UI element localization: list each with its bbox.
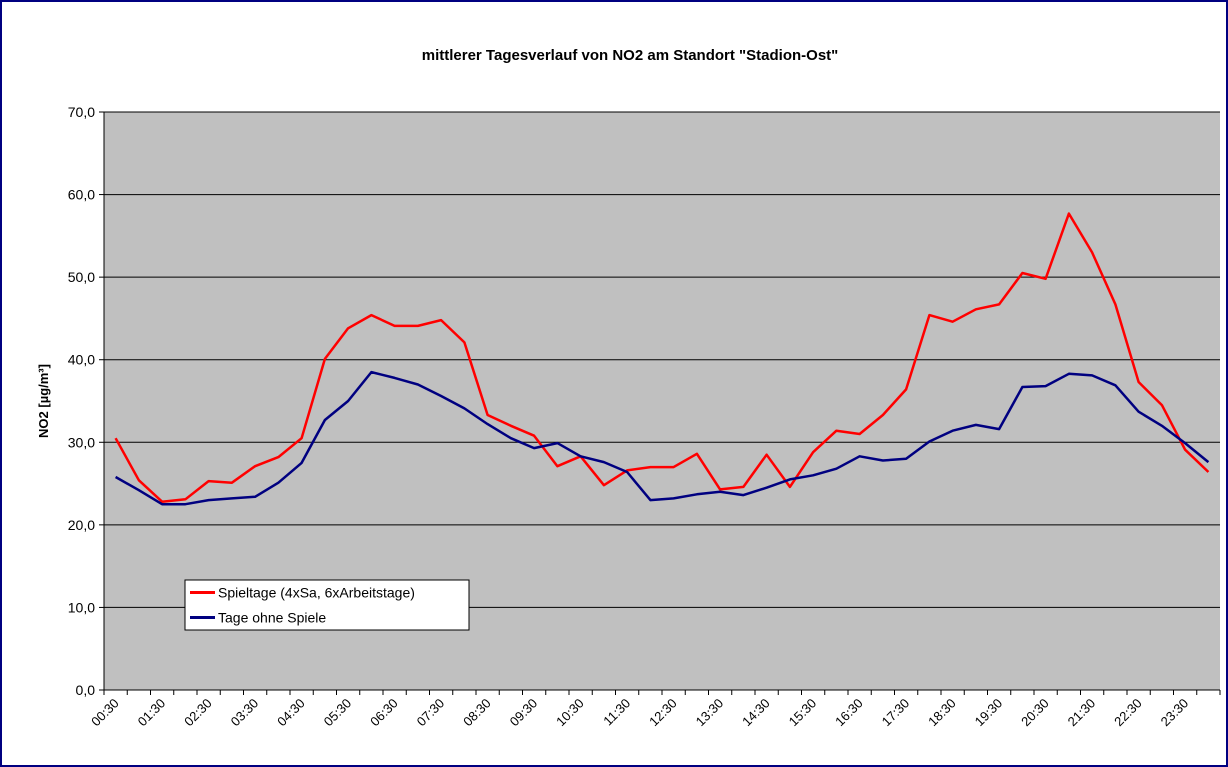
series-line [114, 212, 1210, 503]
series-line [114, 370, 1210, 506]
chart-title: mittlerer Tagesverlauf von NO2 am Stando… [422, 47, 839, 64]
y-tick-label: 0,0 [76, 682, 96, 698]
y-tick-label: 20,0 [68, 517, 95, 533]
y-tick-label: 70,0 [68, 104, 95, 120]
legend-label: Tage ohne Spiele [218, 610, 326, 626]
y-axis-label: NO2 [µg/m³] [36, 364, 51, 438]
y-tick-label: 10,0 [68, 599, 95, 615]
y-tick-label: 50,0 [68, 269, 95, 285]
legend-label: Spieltage (4xSa, 6xArbeitstage) [218, 585, 415, 601]
y-tick-label: 30,0 [68, 434, 95, 450]
y-tick-label: 60,0 [68, 187, 95, 203]
y-tick-label: 40,0 [68, 352, 95, 368]
legend-box [184, 579, 470, 631]
